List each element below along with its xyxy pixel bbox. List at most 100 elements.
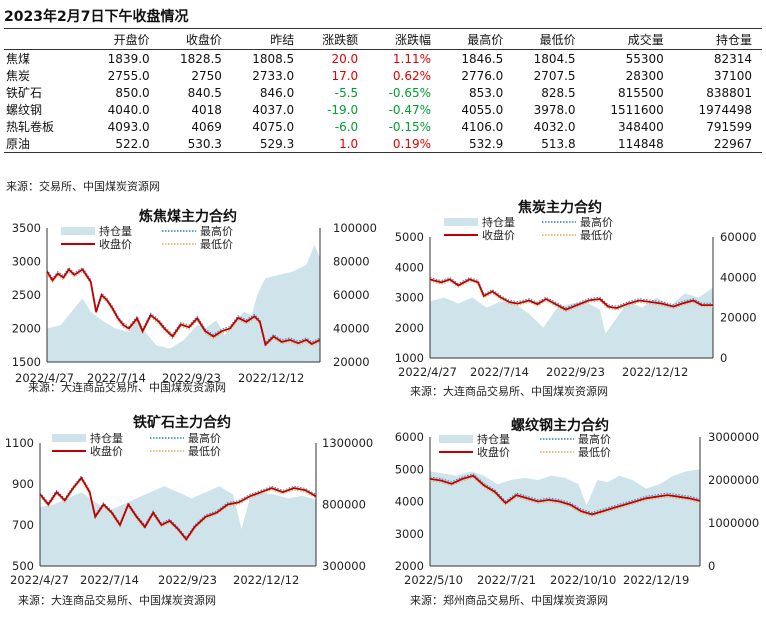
series-high-line (46, 266, 321, 344)
y2-tick-label: 40000 (333, 322, 370, 336)
chart-title: 焦炭主力合约 (517, 199, 602, 216)
x-tick-label: 2022/12/12 (622, 365, 688, 379)
commodity-name-cell: 焦炭 (6, 69, 31, 83)
series-high-line (429, 473, 701, 514)
table-row: 铁矿石 850.0 840.5 846.0 -5.5 -0.65% 853.0 828.5 81… (4, 84, 762, 101)
legend-swatch-open-interest (61, 227, 95, 235)
table-cell: 22967 (673, 135, 762, 153)
y2-tick-label: 60000 (720, 230, 757, 244)
series-low-line (429, 477, 701, 517)
series-high-line (429, 276, 713, 309)
y-tick-label: 2000 (395, 321, 424, 335)
chart-source-note: 来源：郑州商品交易所、中国煤炭资源网 (410, 593, 608, 607)
page-title: 2023年2月7日下午收盘情况 (4, 9, 189, 25)
commodity-name-cell: 热轧卷板 (6, 120, 55, 134)
y-tick-label: 2500 (12, 288, 41, 302)
x-tick-label: 2022/9/23 (546, 365, 605, 379)
table-row: 焦炭 2755.0 2750 2733.0 17.0 0.62% 2776.0 2707.5 2… (4, 67, 762, 84)
series-open-interest-area (430, 469, 700, 566)
table-cell: 0.19% (368, 135, 442, 153)
chart-source-note: 来源：大连商品交易所、中国煤炭资源网 (28, 380, 226, 394)
table-cell: 3978.0 (533, 102, 576, 117)
legend-swatch-open-interest (444, 218, 478, 226)
series-low-line (429, 280, 713, 312)
legend-label: 持仓量 (99, 224, 132, 238)
table-row: 焦煤 1839.0 1828.5 1808.5 20.0 1.11% 1846.5 1804.… (4, 50, 762, 68)
table-cell: 4069 (191, 119, 222, 134)
table-cell: 1.0 (304, 135, 369, 153)
legend-label: 持仓量 (477, 432, 510, 446)
column-header: 开盘价 (87, 28, 160, 50)
x-tick-label: 2022/5/10 (404, 573, 463, 587)
y-tick-label: 3500 (12, 221, 41, 235)
series-open-interest-area (430, 287, 713, 358)
chart-rebar: 6000 5000 4000 3000 2000 3000000 2000000 100000… (395, 417, 760, 607)
table-cell: 1839.0 (107, 51, 150, 66)
commodity-name-cell: 铁矿石 (6, 86, 43, 100)
table-cell: 1808.5 (252, 51, 295, 66)
legend-label: 最高价 (188, 431, 221, 445)
table-cell: 4075.0 (252, 119, 295, 134)
table-cell: 1804.5 (533, 51, 576, 66)
y-tick-label: 1500 (12, 355, 41, 369)
y2-tick-label: 0 (708, 559, 715, 573)
table-cell: 37100 (713, 68, 752, 83)
y-tick-label: 3000 (12, 255, 41, 269)
y-tick-label: 5000 (395, 462, 424, 476)
table-cell: -6.0 (334, 119, 359, 134)
table-cell: 838801 (706, 85, 752, 100)
table-cell: 4032.0 (533, 119, 576, 134)
y2-tick-label: 3000000 (708, 430, 759, 444)
table-cell: 1846.5 (461, 51, 504, 66)
table-cell: 828.5 (541, 85, 576, 100)
table-cell: 1974498 (698, 102, 752, 117)
x-tick-label: 2022/12/12 (238, 371, 304, 385)
x-tick-label: 2022/4/27 (10, 573, 69, 587)
series-low-line (39, 478, 317, 543)
series-open-interest-area (40, 486, 316, 566)
table-cell: 4093.0 (107, 119, 150, 134)
y-tick-label: 500 (12, 559, 34, 573)
table-cell: 20.0 (331, 51, 359, 66)
legend-label: 最低价 (200, 238, 233, 251)
table-row: 螺纹钢 4040.0 4018 4037.0 -19.0 -0.47% 4055.0 3978… (4, 101, 762, 118)
x-tick-label: 2022/7/14 (87, 371, 146, 385)
commodity-name-cell: 原油 (4, 135, 88, 153)
table-cell: 1828.5 (179, 51, 222, 66)
chart-iron-ore: 1100 900 700 500 1300000 800000 300000 2022/4/2… (5, 414, 374, 607)
column-header: 收盘价 (159, 28, 232, 50)
column-header: 最低价 (513, 28, 586, 50)
legend-label: 最低价 (188, 445, 221, 458)
y-tick-label: 1000 (395, 351, 424, 365)
table-cell: 532.9 (441, 135, 514, 153)
table-row: 原油 522.0 530.3 529.3 1.0 0.19% 532.9 513.8 11484… (4, 135, 762, 153)
table-cell: 513.8 (513, 135, 586, 153)
legend-label: 收盘价 (90, 444, 123, 458)
legend-label: 最高价 (200, 224, 233, 238)
table-cell: 4037.0 (252, 102, 295, 117)
table-cell: 55300 (625, 51, 664, 66)
y2-tick-label: 2000000 (708, 473, 759, 487)
x-tick-label: 2022/10/10 (550, 573, 616, 587)
market-summary-table: 开盘价 收盘价 昨结 涨跌额 涨跌幅 最高价 最低价 成交量 持仓量 焦煤 1839.0 1828.… (4, 28, 762, 153)
y-tick-label: 3000 (395, 527, 424, 541)
x-tick-label: 2022/9/23 (162, 371, 221, 385)
column-header: 最高价 (441, 28, 514, 50)
table-cell: -0.47% (388, 102, 432, 117)
column-header: 持仓量 (673, 28, 762, 50)
chart-coke: 5000 4000 3000 2000 1000 60000 40000 20000 0 2022… (395, 199, 757, 398)
y-tick-label: 6000 (395, 430, 424, 444)
chart-title: 螺纹钢主力合约 (511, 417, 609, 434)
y-tick-label: 5000 (395, 230, 424, 244)
x-tick-label: 2022/7/21 (477, 573, 536, 587)
table-cell: 4055.0 (461, 102, 504, 117)
y-tick-label: 700 (12, 518, 34, 532)
legend-label: 最低价 (580, 229, 613, 242)
x-tick-label: 2022/12/12 (233, 573, 299, 587)
legend-label: 最高价 (580, 215, 613, 229)
legend-label: 持仓量 (90, 431, 123, 445)
x-tick-label: 2022/7/14 (80, 573, 139, 587)
table-cell: 530.3 (159, 135, 232, 153)
table-source-note: 来源：交易所、中国煤炭资源网 (6, 180, 160, 193)
chart-source-note: 来源：大连商品交易所、中国煤炭资源网 (18, 593, 216, 607)
